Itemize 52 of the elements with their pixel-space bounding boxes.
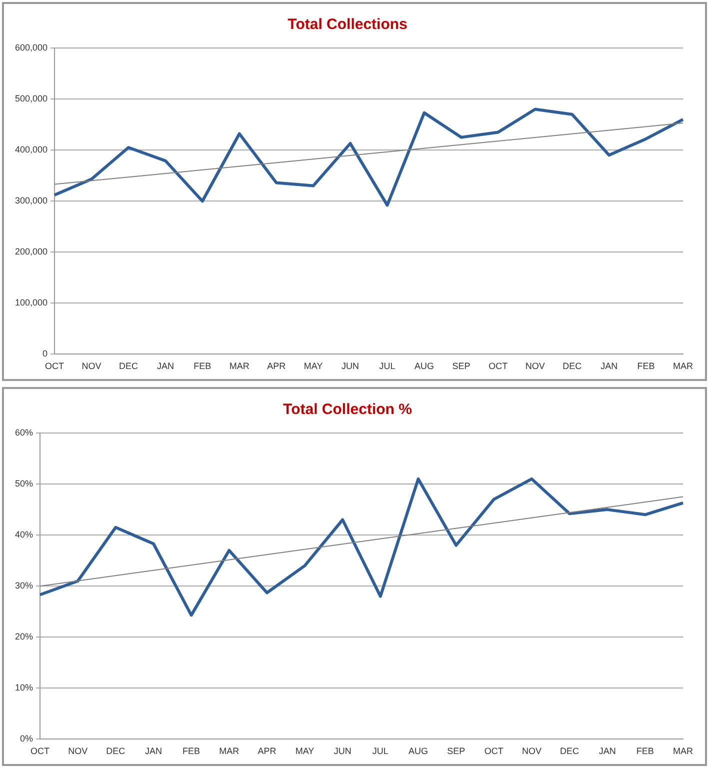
x-tick-label: JAN <box>156 361 174 372</box>
x-tick-label: SEP <box>452 361 470 372</box>
y-tick-label: 20% <box>15 632 34 642</box>
y-tick-label: 600,000 <box>14 42 48 52</box>
y-tick-label: 300,000 <box>14 196 48 206</box>
x-tick-label: MAR <box>229 361 250 372</box>
x-tick-label: MAR <box>673 361 694 372</box>
x-tick-label: FEB <box>636 746 654 756</box>
x-tick-label: JUL <box>379 361 396 372</box>
y-tick-label: 400,000 <box>14 144 48 155</box>
y-tick-label: 200,000 <box>14 246 48 257</box>
x-tick-label: NOV <box>522 746 542 756</box>
x-tick-label: APR <box>267 361 286 372</box>
x-tick-label: JUN <box>334 746 352 756</box>
x-tick-label: OCT <box>30 746 50 756</box>
x-tick-label: MAR <box>673 746 694 756</box>
y-tick-label: 60% <box>15 427 34 438</box>
x-tick-label: FEB <box>182 746 200 756</box>
x-tick-label: SEP <box>447 746 466 756</box>
x-tick-label: OCT <box>484 746 504 756</box>
x-tick-label: AUG <box>408 746 428 756</box>
y-tick-label: 500,000 <box>14 94 48 104</box>
x-tick-label: JAN <box>144 746 162 756</box>
x-tick-label: AUG <box>414 361 434 372</box>
x-tick-label: JUL <box>372 746 388 756</box>
x-tick-label: MAY <box>295 746 314 756</box>
x-tick-label: JUN <box>342 361 360 372</box>
x-tick-label: DEC <box>560 746 580 756</box>
chart-title: Total Collection % <box>283 401 412 418</box>
x-tick-label: MAR <box>219 746 240 756</box>
y-tick-label: 100,000 <box>14 298 48 308</box>
chart-title: Total Collections <box>288 16 408 34</box>
x-tick-label: DEC <box>106 746 126 756</box>
y-tick-label: 10% <box>15 682 34 693</box>
x-tick-label: NOV <box>68 746 88 756</box>
x-tick-label: NOV <box>525 361 545 372</box>
y-tick-label: 40% <box>15 530 34 540</box>
x-tick-label: MAY <box>304 361 323 372</box>
x-tick-label: OCT <box>45 361 65 372</box>
x-tick-label: JAN <box>598 746 616 756</box>
x-tick-label: DEC <box>562 361 582 372</box>
y-tick-label: 0% <box>20 734 34 744</box>
y-tick-label: 30% <box>15 580 34 591</box>
x-tick-label: FEB <box>637 361 655 372</box>
x-tick-label: DEC <box>118 361 138 372</box>
x-tick-label: JAN <box>600 361 618 372</box>
x-tick-label: OCT <box>488 361 508 372</box>
x-tick-label: FEB <box>194 361 212 372</box>
y-tick-label: 50% <box>15 478 34 489</box>
x-tick-label: APR <box>258 746 277 756</box>
y-tick-label: 0 <box>42 348 48 359</box>
x-tick-label: NOV <box>82 361 102 372</box>
